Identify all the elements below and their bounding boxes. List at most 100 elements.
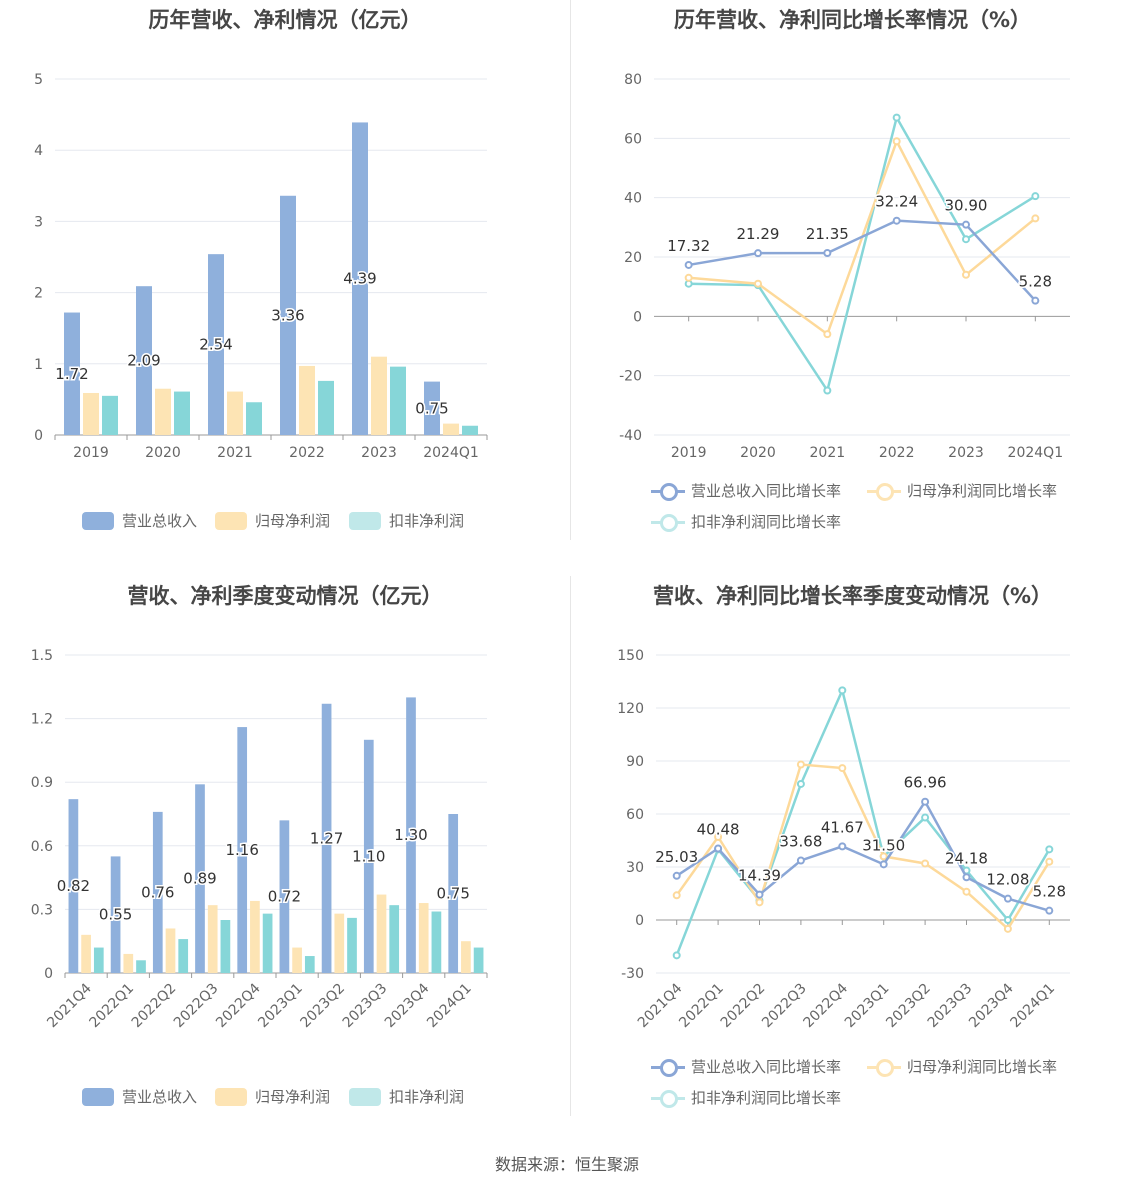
y-tick-label: -20: [619, 369, 642, 385]
x-tick-label: 2023Q4: [966, 980, 1017, 1031]
x-tick-label: 2020: [145, 445, 181, 461]
data-point-revenue: [962, 220, 970, 229]
legend-swatch: [82, 1087, 114, 1106]
data-point-net-profit: [962, 887, 971, 896]
legend-item-net-profit[interactable]: 归母净利润: [215, 1086, 330, 1107]
legend-item-revenue-growth[interactable]: 营业总收入同比增长率: [651, 1056, 841, 1077]
x-tick-label: 2024Q1: [1008, 445, 1064, 461]
data-point-deducted-profit: [892, 113, 901, 122]
x-tick-label: 2023Q1: [255, 981, 306, 1032]
data-point-revenue: [796, 856, 805, 865]
legend-item-deducted-growth[interactable]: 扣非净利润同比增长率: [651, 1087, 841, 1108]
legend-item-net-profit[interactable]: 归母净利润: [215, 510, 330, 531]
data-point-deducted-profit: [672, 951, 681, 960]
data-label: 4.39: [343, 270, 376, 288]
data-label: 33.68: [779, 832, 822, 850]
legend-item-revenue[interactable]: 营业总收入: [82, 510, 197, 531]
chart-legend[interactable]: 营业总收入 归母净利润 扣非净利润: [0, 1086, 570, 1110]
bar-deducted-profit: [102, 395, 118, 435]
data-label: 2.54: [199, 336, 232, 354]
bar-revenue: [64, 312, 80, 435]
y-tick-label: 40: [624, 191, 642, 207]
legend-item-deducted-profit[interactable]: 扣非净利润: [349, 1086, 464, 1107]
x-tick-label: 2019: [73, 445, 109, 461]
bar-net-profit: [250, 900, 260, 973]
data-label: 41.67: [821, 818, 864, 836]
legend-item-net-growth[interactable]: 归母净利润同比增长率: [867, 1056, 1057, 1077]
legend-swatch: [82, 511, 114, 530]
y-tick-label: 5: [34, 72, 43, 88]
bar-net-profit: [165, 928, 176, 973]
legend-swatch: [867, 482, 901, 501]
chart-legend[interactable]: 营业总收入同比增长率 归母净利润同比增长率 扣非净利润同比增长率: [571, 480, 1134, 540]
y-tick-label: 1.5: [31, 648, 53, 664]
bar-deducted-profit: [246, 402, 262, 435]
legend-item-revenue[interactable]: 营业总收入: [82, 1086, 197, 1107]
series-line-net-profit: [675, 763, 1051, 931]
bar-revenue: [448, 814, 459, 973]
y-tick-label: -40: [619, 428, 642, 444]
data-label: 66.96: [904, 774, 947, 792]
legend-item-net-growth[interactable]: 归母净利润同比增长率: [867, 480, 1057, 501]
legend-swatch: [349, 1087, 381, 1106]
data-label: 17.32: [667, 237, 710, 255]
legend-swatch: [867, 1058, 901, 1077]
y-tick-label: 20: [624, 250, 642, 266]
bar-revenue: [279, 820, 290, 973]
data-point-net-profit: [796, 760, 805, 769]
bar-deducted-profit: [318, 380, 334, 435]
data-point-net-profit: [879, 852, 888, 861]
legend-swatch: [349, 511, 381, 530]
x-tick-label: 2022Q3: [171, 981, 222, 1032]
bar-revenue: [406, 697, 416, 973]
data-label: 0.75: [415, 399, 448, 417]
legend-item-revenue-growth[interactable]: 营业总收入同比增长率: [651, 480, 841, 501]
data-point-revenue: [1045, 906, 1054, 915]
data-point-net-profit: [1045, 857, 1054, 866]
x-tick-label: 2022Q3: [759, 981, 810, 1032]
x-tick-label: 2022Q4: [801, 980, 852, 1031]
x-tick-label: 2022: [289, 445, 325, 461]
data-label: 21.29: [737, 225, 780, 243]
chart-title: 营收、净利季度变动情况（亿元）: [127, 584, 443, 608]
data-point-revenue: [755, 890, 764, 899]
y-tick-label: 0: [635, 913, 644, 929]
annual-revenue-profit-panel: 历年营收、净利情况（亿元） 0 1 2 3 4 5 2019 1.72 2020 2.09 2021…: [0, 0, 570, 560]
y-tick-label: 120: [617, 701, 644, 717]
quarterly-revenue-profit-panel: 营收、净利季度变动情况（亿元） 0 0.3 0.6 0.9 1.2 1.5 2021Q4 0.…: [0, 576, 570, 1126]
legend-swatch: [651, 1058, 685, 1077]
bar-revenue: [352, 122, 368, 435]
bar-net-profit: [83, 392, 99, 435]
data-point-net-profit: [962, 270, 970, 279]
data-point-revenue: [838, 842, 847, 851]
chart-legend[interactable]: 营业总收入 归母净利润 扣非净利润: [0, 510, 570, 534]
y-tick-label: 0.6: [31, 839, 53, 855]
data-point-net-profit: [921, 859, 930, 868]
x-tick-label: 2024Q1: [1008, 981, 1059, 1032]
data-label: 0.82: [57, 877, 90, 895]
bar-net-profit: [81, 934, 91, 973]
legend-item-deducted-growth[interactable]: 扣非净利润同比增长率: [651, 511, 841, 532]
legend-item-deducted-profit[interactable]: 扣非净利润: [349, 510, 464, 531]
data-label: 32.24: [875, 193, 918, 211]
data-label: 14.39: [738, 867, 781, 885]
chart-legend[interactable]: 营业总收入同比增长率 归母净利润同比增长率 扣非净利润同比增长率: [571, 1056, 1134, 1116]
data-point-deducted-profit: [1031, 192, 1040, 201]
y-tick-label: 4: [34, 143, 43, 159]
x-tick-label: 2021: [810, 445, 846, 461]
data-label: 12.08: [986, 871, 1029, 889]
data-label: 31.50: [862, 836, 905, 854]
bar-net-profit: [418, 903, 429, 973]
y-tick-label: 0: [633, 309, 642, 325]
x-tick-label: 2023Q3: [340, 981, 391, 1032]
bar-revenue: [152, 811, 163, 973]
data-point-deducted-profit: [921, 813, 930, 822]
x-tick-label: 2022Q2: [718, 981, 769, 1032]
data-point-net-profit: [754, 279, 762, 288]
data-label: 25.03: [655, 848, 698, 866]
y-tick-label: 30: [626, 860, 644, 876]
series-line-revenue: [688, 219, 1037, 302]
y-tick-label: 0: [44, 966, 53, 982]
bar-net-profit: [461, 941, 471, 973]
x-tick-label: 2023Q3: [925, 981, 976, 1032]
